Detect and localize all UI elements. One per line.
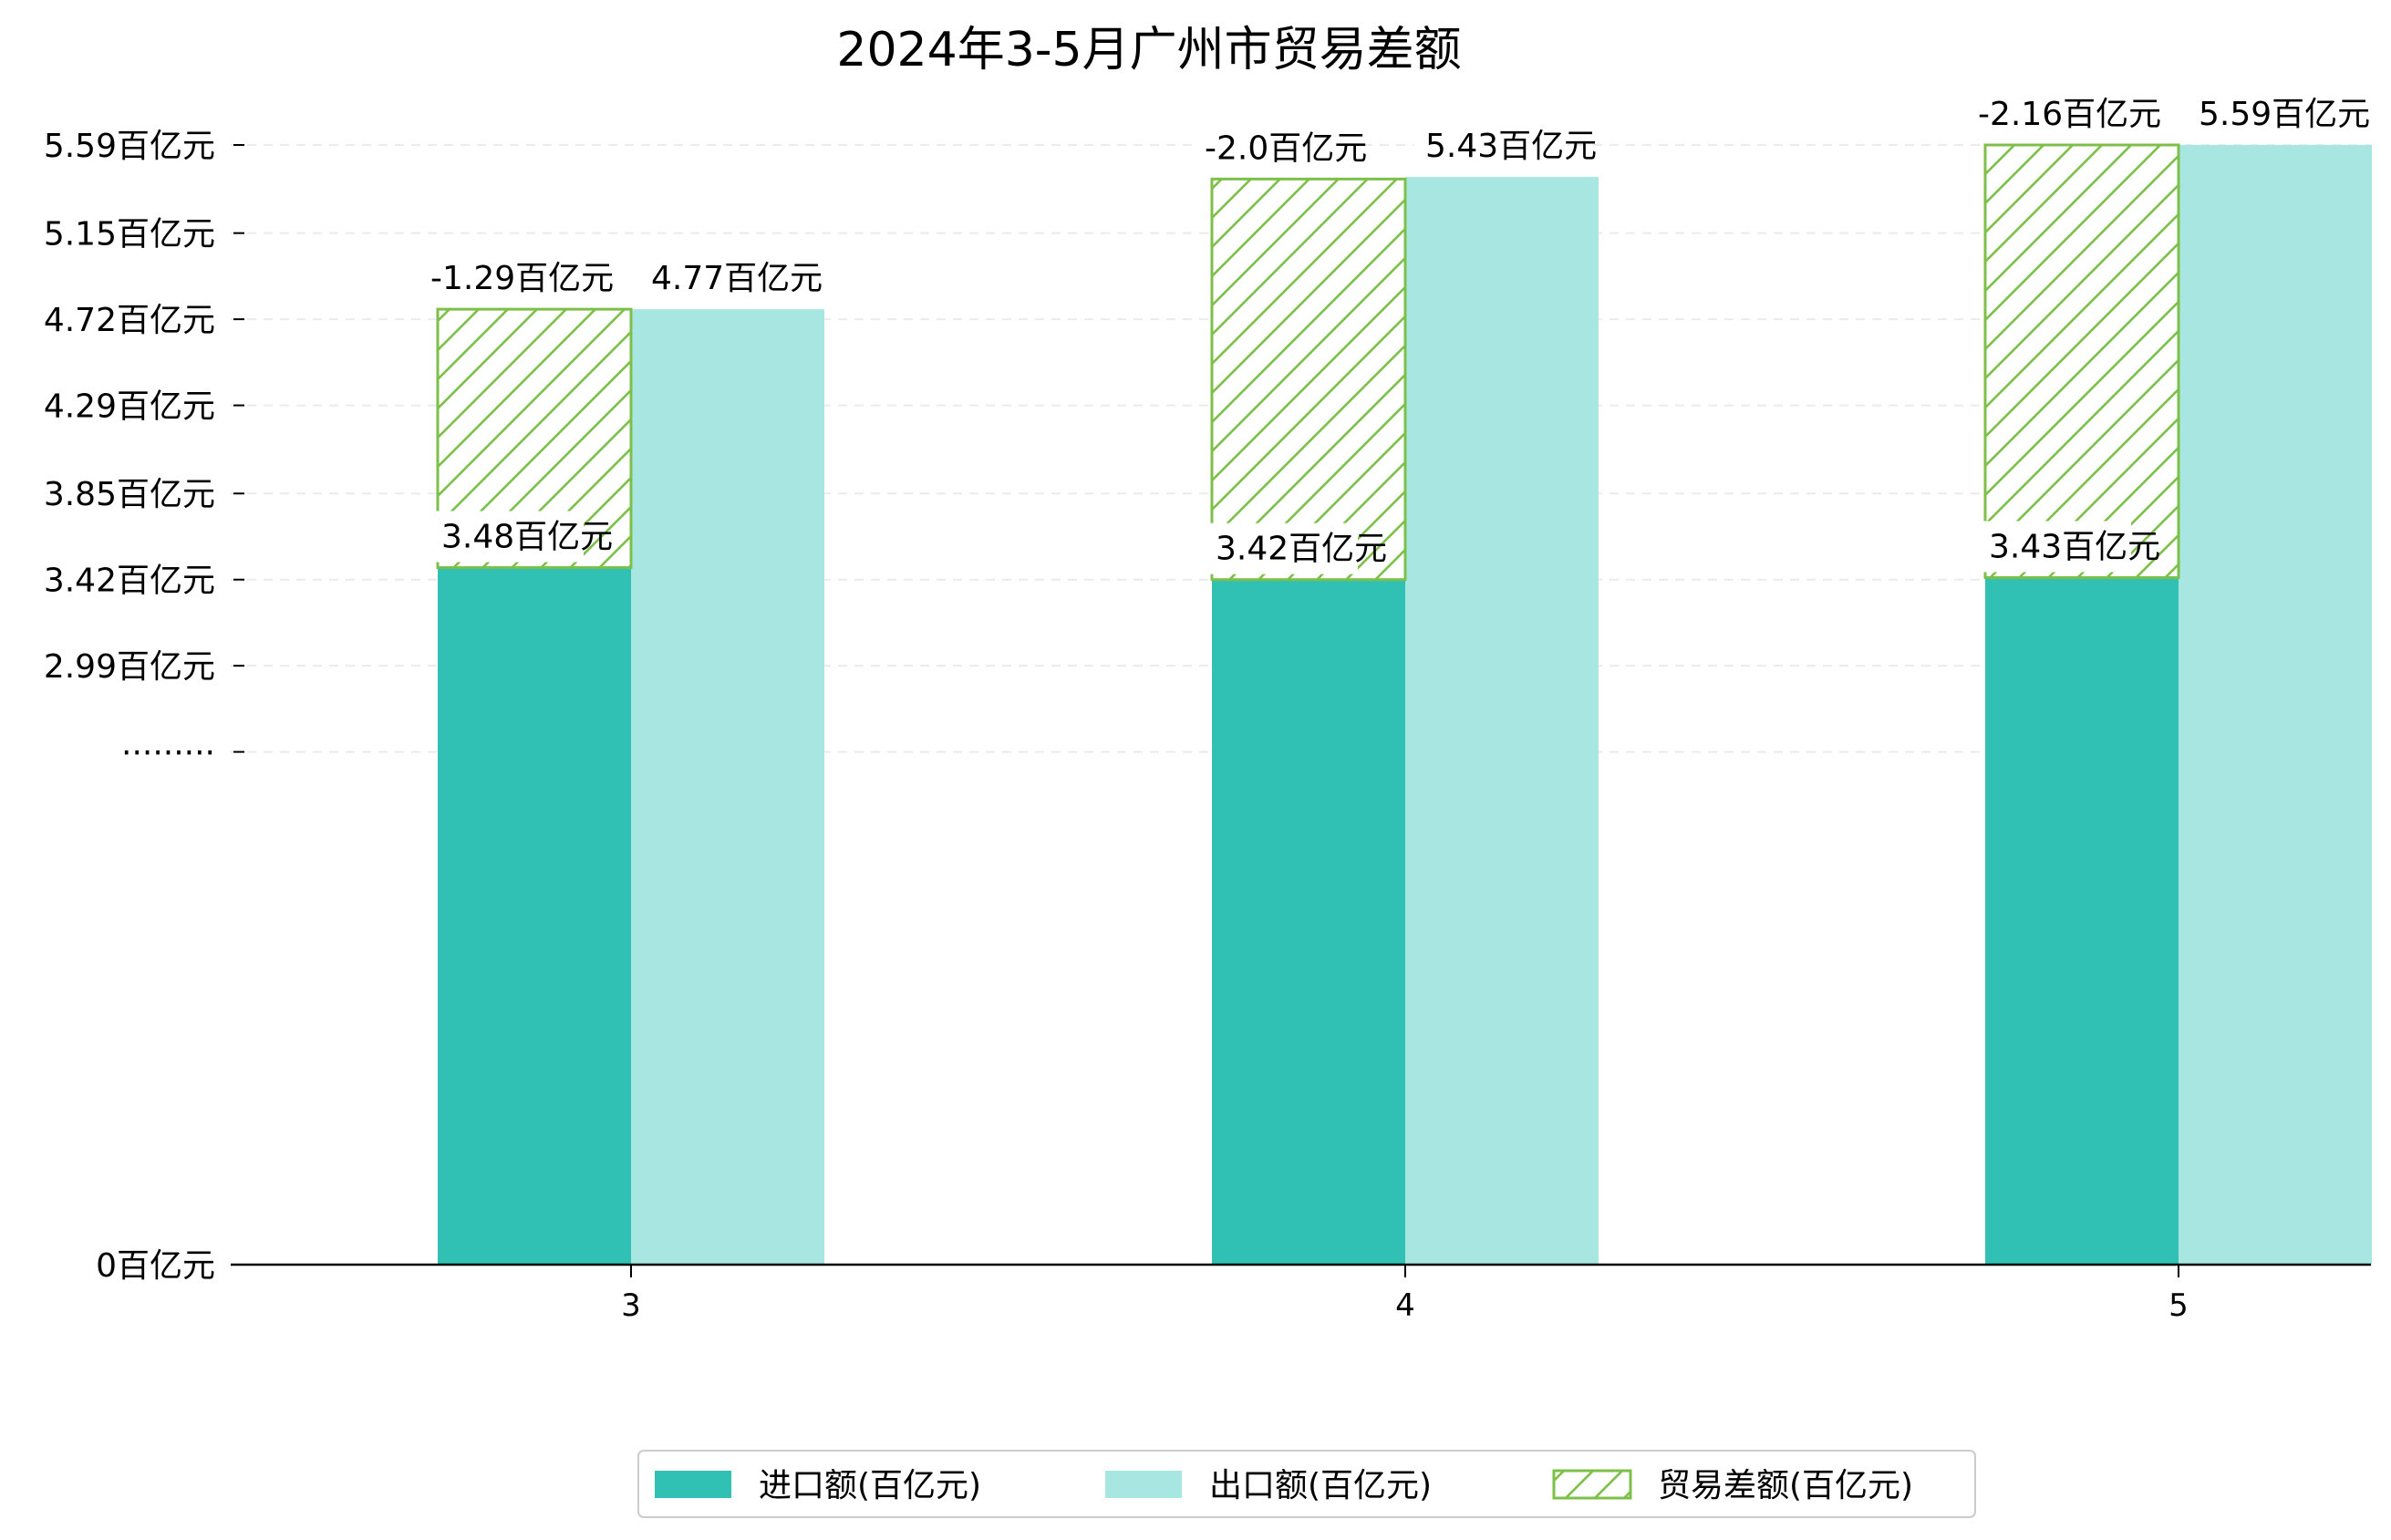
x-tick-label: 5 — [2168, 1287, 2189, 1324]
legend-swatch-export — [1105, 1471, 1182, 1498]
y-tick-label: 4.72百亿元 — [44, 302, 215, 339]
label-trade-balance-text: -2.16百亿元 — [1978, 96, 2161, 133]
legend-label-export: 出口额(百亿元) — [1209, 1467, 1432, 1504]
label-export: 5.43百亿元 — [1414, 120, 1597, 172]
label-export-text: 5.43百亿元 — [1425, 128, 1597, 165]
bar-export — [1405, 177, 1599, 1266]
bars — [436, 143, 2372, 1266]
y-tick-label: 3.42百亿元 — [44, 563, 215, 600]
label-export-bg — [2188, 88, 2341, 140]
label-import-text: 3.43百亿元 — [1989, 529, 2160, 566]
y-tick-label: 0百亿元 — [96, 1247, 215, 1285]
legend-frame — [637, 1450, 1976, 1518]
label-import: 3.43百亿元 — [1978, 521, 2160, 573]
data-labels: 3.48百亿元 -1.29百亿元 4.77百亿元 3.42百亿元 -2.0百亿元 5.43… — [419, 88, 2370, 574]
label-trade-balance-bg — [1194, 122, 1347, 174]
label-import-text: 3.48百亿元 — [441, 519, 613, 556]
label-trade-balance: -1.29百亿元 — [419, 253, 614, 305]
y-tick-label: ········· — [121, 735, 215, 772]
bar-trade-balance — [1983, 143, 2180, 580]
bar-export — [631, 309, 824, 1265]
label-import: 3.48百亿元 — [430, 511, 613, 563]
y-tick-label: 5.15百亿元 — [44, 216, 215, 253]
label-export: 5.59百亿元 — [2188, 88, 2370, 140]
y-tick-label: 3.85百亿元 — [44, 476, 215, 513]
y-tick-label: 5.59百亿元 — [44, 128, 215, 165]
chart-title: 2024年3-5月广州市贸易差额 — [836, 23, 1461, 78]
label-export-text: 5.59百亿元 — [2199, 96, 2370, 133]
legend: 进口额(百亿元) 出口额(百亿元) 贸易差额(百亿元) — [637, 1450, 1976, 1518]
x-tick-label: 3 — [621, 1287, 641, 1324]
label-export: 4.77百亿元 — [640, 253, 823, 305]
y-axis: 0百亿元 ········· 2.99百亿元 3.42百亿元 3.85百亿元 4.29百亿… — [44, 128, 244, 1285]
bar-import — [1985, 577, 2179, 1265]
legend-swatch-import — [655, 1471, 731, 1498]
label-import-bg — [1978, 521, 2131, 573]
label-import-text: 3.42百亿元 — [1216, 531, 1387, 568]
label-trade-balance-text: -1.29百亿元 — [430, 260, 614, 297]
x-axis: 3 4 5 — [231, 1263, 2371, 1324]
bar-trade-balance — [1210, 177, 1407, 582]
label-trade-balance-bg — [1967, 88, 2138, 140]
label-trade-balance: -2.16百亿元 — [1967, 88, 2161, 140]
legend-label-balance: 贸易差额(百亿元) — [1658, 1467, 1913, 1504]
label-import-bg — [430, 511, 584, 563]
bar-import — [1212, 579, 1405, 1265]
label-trade-balance-text: -2.0百亿元 — [1205, 129, 1367, 167]
bar-import — [438, 567, 631, 1265]
label-import: 3.42百亿元 — [1205, 522, 1387, 574]
label-export-text: 4.77百亿元 — [651, 260, 823, 297]
y-tick-label: 4.29百亿元 — [44, 388, 215, 426]
label-export-bg — [640, 253, 793, 305]
legend-label-import: 进口额(百亿元) — [759, 1467, 981, 1504]
label-import-bg — [1205, 522, 1358, 574]
bar-export — [2179, 145, 2372, 1265]
label-trade-balance: -2.0百亿元 — [1194, 122, 1367, 174]
x-tick-label: 4 — [1395, 1287, 1415, 1324]
label-export-bg — [1414, 120, 1568, 172]
legend-swatch-balance — [1552, 1469, 1632, 1500]
y-tick-label: 2.99百亿元 — [44, 648, 215, 686]
label-trade-balance-bg — [419, 253, 591, 305]
